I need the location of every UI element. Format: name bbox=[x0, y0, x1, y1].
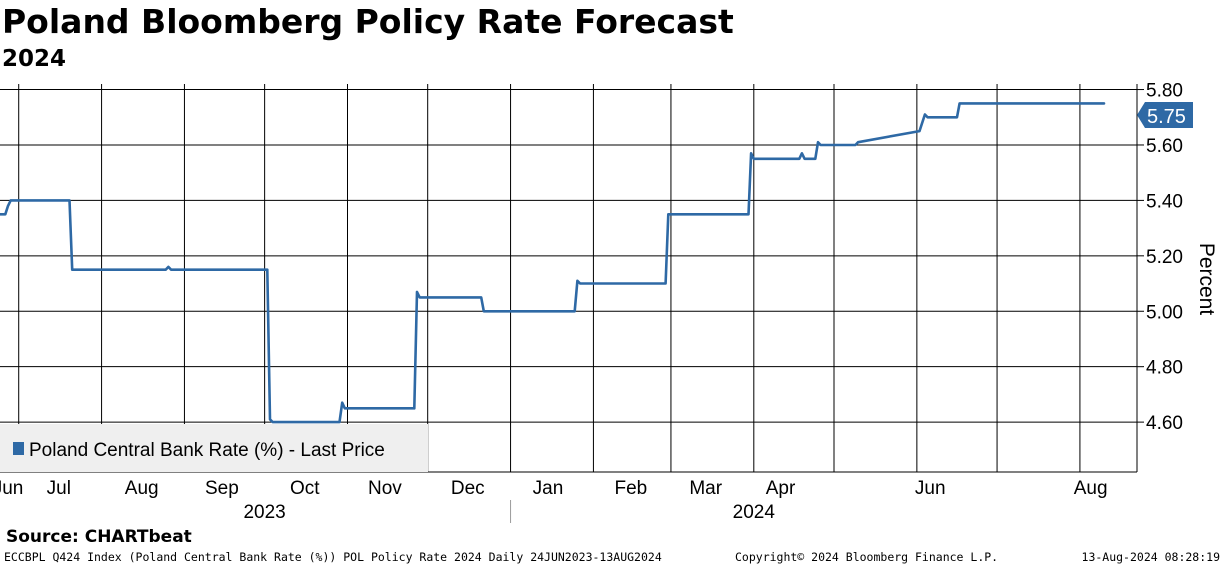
x-month-label: Apr bbox=[766, 478, 796, 499]
legend-swatch bbox=[13, 442, 24, 455]
legend-label: Poland Central Bank Rate (%) - Last Pric… bbox=[29, 440, 385, 461]
last-value-tag-shape bbox=[1137, 102, 1193, 128]
x-month-label: Jun bbox=[915, 478, 946, 499]
legend: Poland Central Bank Rate (%) - Last Pric… bbox=[0, 424, 428, 472]
series-layer bbox=[0, 102, 1106, 424]
series-description: ECCBPL Q424 Index (Poland Central Bank R… bbox=[4, 550, 662, 564]
x-month-label: Feb bbox=[614, 478, 647, 499]
y-axis-title: Percent bbox=[1195, 243, 1218, 316]
y-tick-label: 5.00 bbox=[1146, 302, 1183, 323]
x-month-label: Jan bbox=[533, 478, 564, 499]
x-year-label: 2024 bbox=[733, 502, 776, 523]
y-tick-label: 4.80 bbox=[1146, 358, 1183, 379]
chart-subtitle: 2024 bbox=[2, 46, 67, 72]
y-tick-label: 5.60 bbox=[1146, 136, 1183, 157]
y-tick-label: 5.20 bbox=[1146, 247, 1183, 268]
series-line bbox=[0, 102, 1106, 424]
x-month-label: Aug bbox=[1074, 478, 1108, 499]
y-tick-label: 5.40 bbox=[1146, 191, 1183, 212]
chart-title: Poland Bloomberg Policy Rate Forecast bbox=[2, 2, 734, 41]
copyright-note: Copyright© 2024 Bloomberg Finance L.P. bbox=[735, 550, 999, 564]
y-tick-label: 5.80 bbox=[1146, 81, 1183, 102]
x-month-label: Jun bbox=[0, 478, 23, 499]
y-tick-label: 4.60 bbox=[1146, 413, 1183, 434]
last-value-tag-label: 5.75 bbox=[1147, 106, 1186, 128]
x-month-label: Oct bbox=[290, 478, 320, 499]
x-month-label: Sep bbox=[205, 478, 239, 499]
x-month-label: Mar bbox=[689, 478, 722, 499]
x-month-label: Aug bbox=[125, 478, 159, 499]
x-month-label: Nov bbox=[368, 478, 402, 499]
grid-layer bbox=[0, 84, 1137, 472]
x-month-label: Jul bbox=[47, 478, 71, 499]
last-value-tag: 5.75 bbox=[1137, 102, 1193, 128]
timestamp: 13-Aug-2024 08:28:19 bbox=[1081, 550, 1220, 564]
x-year-label: 2023 bbox=[243, 502, 285, 523]
legend-background bbox=[0, 424, 428, 472]
source-note: Source: CHARTbeat bbox=[6, 527, 192, 547]
x-month-label: Dec bbox=[451, 478, 485, 499]
